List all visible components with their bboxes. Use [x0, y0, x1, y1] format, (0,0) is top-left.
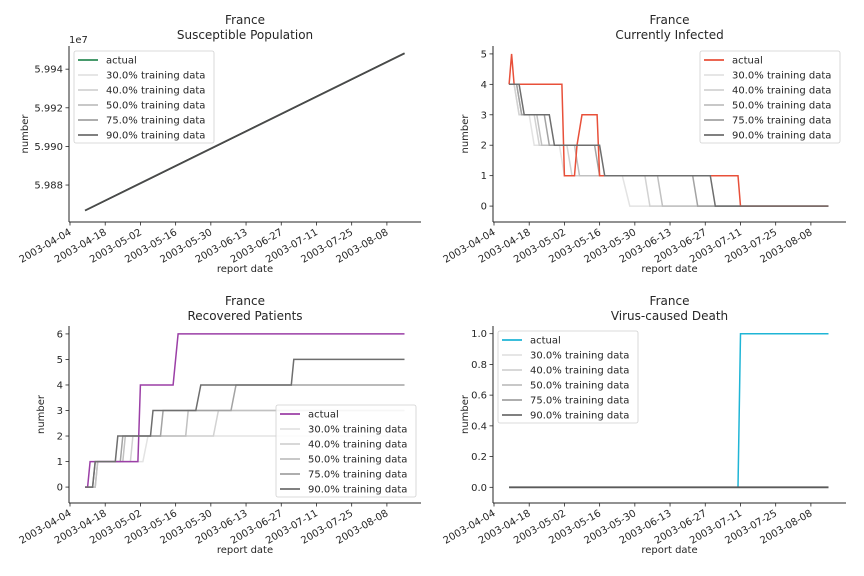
y-tick-label: 3 — [481, 110, 487, 121]
y-axis-label: number — [36, 394, 47, 434]
legend-label: 50.0% training data — [732, 101, 831, 112]
y-tick-label: 1.0 — [471, 329, 487, 340]
legend-label: 90.0% training data — [308, 485, 407, 496]
y-tick-label: 2 — [481, 141, 487, 152]
legend-label: actual — [732, 56, 763, 67]
y-tick-label: 0.4 — [471, 421, 487, 432]
series-line-90-0-training-data — [85, 358, 405, 488]
y-tick-label: 5.994 — [34, 65, 63, 76]
chart-title-metric: Recovered Patients — [187, 309, 302, 323]
series-line-90-0-training-data — [509, 83, 829, 207]
y-axis-label: number — [20, 114, 31, 154]
y-tick-label: 6 — [57, 329, 63, 340]
legend-label: 90.0% training data — [530, 411, 629, 422]
chart-title-metric: Currently Infected — [615, 28, 723, 42]
y-tick-label: 5 — [481, 49, 487, 60]
y-tick-label: 5.990 — [34, 142, 63, 153]
y-tick-label: 0.2 — [471, 452, 487, 463]
legend-label: 50.0% training data — [530, 381, 629, 392]
legend-label: 50.0% training data — [106, 101, 205, 112]
legend-label: actual — [308, 410, 339, 421]
legend-label: 90.0% training data — [732, 131, 831, 142]
y-tick-label: 4 — [57, 380, 63, 391]
y-tick-label: 0.6 — [471, 391, 487, 402]
y-axis-label: number — [460, 394, 471, 434]
y-tick-label: 0 — [481, 202, 487, 213]
legend-label: 40.0% training data — [106, 86, 205, 97]
legend-label: 40.0% training data — [308, 440, 407, 451]
legend-label: actual — [530, 336, 561, 347]
chart-title-country: France — [225, 294, 265, 308]
y-axis-label: number — [460, 114, 471, 154]
legend-label: actual — [106, 56, 137, 67]
chart-title-country: France — [650, 294, 690, 308]
legend-label: 30.0% training data — [308, 425, 407, 436]
y-tick-label: 5.992 — [34, 103, 63, 114]
series-line-overlap — [84, 52, 405, 212]
legend-label: 75.0% training data — [308, 470, 407, 481]
legend-frame — [275, 404, 417, 498]
legend-frame — [497, 330, 639, 424]
series-line-50-0-training-data — [85, 409, 405, 488]
legend-label: 40.0% training data — [530, 366, 629, 377]
y-tick-label: 1 — [481, 171, 487, 182]
y-tick-label: 3 — [57, 406, 63, 417]
chart-title-country: France — [225, 13, 265, 27]
chart-title-metric: Susceptible Population — [177, 28, 313, 42]
legend-label: 90.0% training data — [106, 131, 205, 142]
legend-label: 75.0% training data — [106, 116, 205, 127]
y-tick-label: 1 — [57, 457, 63, 468]
chart-title-metric: Virus-caused Death — [611, 309, 728, 323]
legend-frame — [699, 50, 841, 144]
x-axis-label: report date — [217, 545, 273, 556]
x-axis-label: report date — [641, 545, 697, 556]
legend: actual 30.0% training data 40.0% training … — [699, 50, 841, 144]
series-line-actual — [85, 333, 405, 488]
y-tick-label: 2 — [57, 432, 63, 443]
legend-label: 30.0% training data — [530, 351, 629, 362]
x-axis-label: report date — [641, 264, 697, 275]
y-offset-label: 1e7 — [69, 35, 88, 46]
legend-label: 40.0% training data — [732, 86, 831, 97]
y-tick-label: 0.8 — [471, 360, 487, 371]
y-tick-label: 0.0 — [471, 483, 487, 494]
legend-label: 75.0% training data — [732, 116, 831, 127]
y-tick-label: 5 — [57, 355, 63, 366]
y-tick-label: 5.988 — [34, 181, 63, 192]
y-tick-label: 0 — [57, 483, 63, 494]
y-tick-label: 4 — [481, 80, 487, 91]
legend-label: 75.0% training data — [530, 396, 629, 407]
legend: actual 30.0% training data 40.0% training … — [497, 330, 639, 424]
legend-label: 30.0% training data — [106, 71, 205, 82]
legend-frame — [73, 50, 215, 144]
legend-label: 50.0% training data — [308, 455, 407, 466]
legend-label: 30.0% training data — [732, 71, 831, 82]
legend: actual 30.0% training data 40.0% training … — [73, 50, 215, 144]
x-axis-label: report date — [217, 264, 273, 275]
legend: actual 30.0% training data 40.0% training … — [275, 404, 417, 498]
chart-title-country: France — [650, 13, 690, 27]
